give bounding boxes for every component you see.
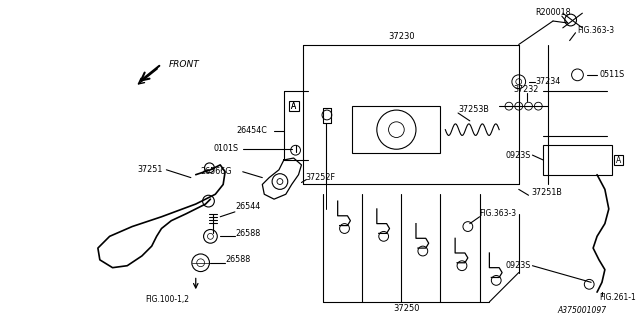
Text: FIG.261-1: FIG.261-1 xyxy=(599,292,636,301)
FancyBboxPatch shape xyxy=(289,101,298,111)
Text: A375001097: A375001097 xyxy=(557,306,607,315)
Text: 37232: 37232 xyxy=(514,85,540,94)
Text: 26544: 26544 xyxy=(235,203,260,212)
Text: 26588: 26588 xyxy=(235,229,260,238)
Text: 37251B: 37251B xyxy=(531,188,563,197)
Text: FIG.363-3: FIG.363-3 xyxy=(479,209,516,218)
Text: 37253B: 37253B xyxy=(458,105,489,114)
Text: 0511S: 0511S xyxy=(599,70,624,79)
Text: 0923S: 0923S xyxy=(505,261,531,270)
Text: 0101S: 0101S xyxy=(213,144,239,153)
FancyBboxPatch shape xyxy=(614,155,623,165)
Text: 26454C: 26454C xyxy=(237,126,268,135)
FancyBboxPatch shape xyxy=(543,145,612,175)
Text: FRONT: FRONT xyxy=(168,60,199,68)
Text: A: A xyxy=(291,102,296,111)
Text: 37251: 37251 xyxy=(137,165,163,174)
Text: A: A xyxy=(291,102,296,111)
FancyBboxPatch shape xyxy=(353,106,440,153)
Text: 26566G: 26566G xyxy=(201,167,232,176)
Text: 26588: 26588 xyxy=(225,255,250,264)
Text: R200018: R200018 xyxy=(535,8,571,17)
Text: 37230: 37230 xyxy=(388,32,415,41)
Text: FIG.100-1,2: FIG.100-1,2 xyxy=(145,295,189,304)
Text: 37250: 37250 xyxy=(393,304,419,313)
Text: FIG.363-3: FIG.363-3 xyxy=(577,26,614,35)
Text: A: A xyxy=(616,156,621,164)
Text: 37234: 37234 xyxy=(536,77,561,86)
Text: 37252F: 37252F xyxy=(305,173,335,182)
Text: 0923S: 0923S xyxy=(505,151,531,160)
